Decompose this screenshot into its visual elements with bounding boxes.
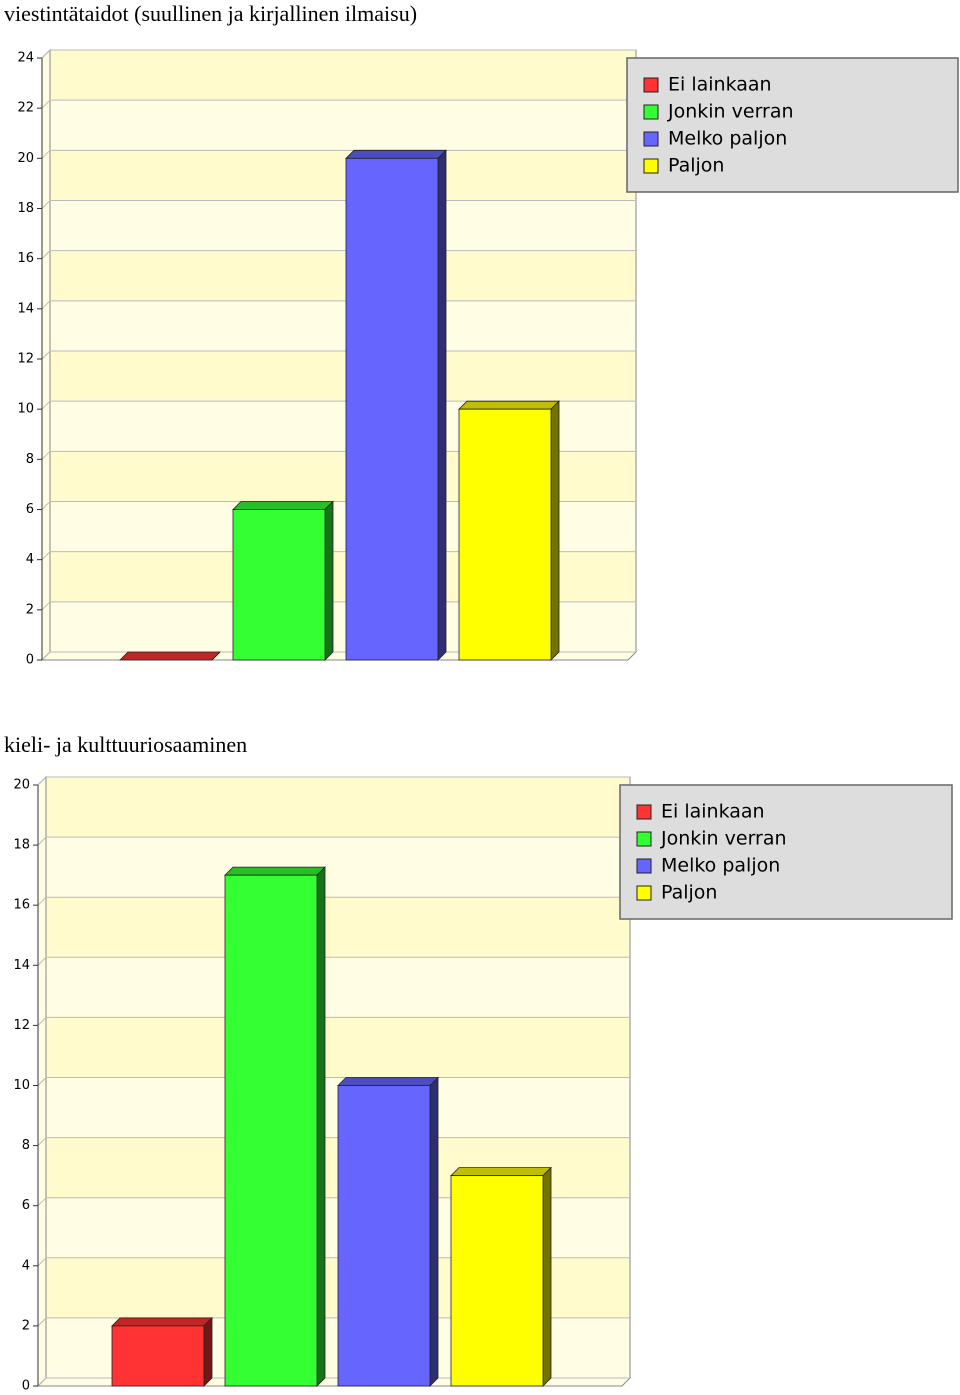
bar-side <box>203 1316 213 1387</box>
bar <box>450 1175 544 1387</box>
bar-top <box>119 651 221 661</box>
chart-title: kieli- ja kulttuuriosaaminen <box>4 732 247 757</box>
legend-swatch <box>636 885 652 901</box>
bar-side <box>542 1166 552 1387</box>
y-tick-label: 14 <box>13 958 30 973</box>
grid-line <box>37 896 630 906</box>
bar-side <box>550 400 560 661</box>
bar <box>232 509 326 661</box>
legend-swatch <box>643 131 659 147</box>
grid-line <box>41 49 636 59</box>
plot-band <box>50 250 636 301</box>
y-tick-label: 16 <box>17 251 34 266</box>
bar <box>458 408 552 661</box>
y-tick-label: 4 <box>26 552 34 567</box>
legend-label: Melko paljon <box>661 855 780 877</box>
bar-side <box>429 1076 439 1387</box>
grid-line <box>37 836 630 846</box>
y-tick-label: 10 <box>13 1078 30 1093</box>
y-tick-label: 2 <box>22 1318 30 1333</box>
y-tick-label: 0 <box>26 653 34 668</box>
plot-band <box>50 150 636 201</box>
grid-line <box>37 956 630 966</box>
legend-label: Paljon <box>661 882 717 904</box>
bar-top <box>232 501 334 510</box>
plot-band <box>46 837 630 898</box>
y-tick-label: 12 <box>13 1018 30 1033</box>
bar-top <box>337 1077 439 1086</box>
plot-band <box>50 100 636 151</box>
plot-band <box>46 897 630 958</box>
y-tick-label: 20 <box>13 778 30 793</box>
legend-label: Melko paljon <box>668 128 787 150</box>
legend-label: Jonkin verran <box>660 828 787 850</box>
bar <box>224 874 318 1387</box>
y-tick-label: 22 <box>17 101 34 116</box>
y-tick-label: 18 <box>13 838 30 853</box>
bar <box>111 1325 205 1387</box>
plot-band <box>46 957 630 1018</box>
bar-side <box>316 866 326 1387</box>
bar-top <box>458 400 560 410</box>
legend-label: Jonkin verran <box>667 101 794 123</box>
legend-box <box>619 784 953 920</box>
grid-line <box>37 1016 630 1026</box>
y-tick-label: 16 <box>13 898 30 913</box>
chart-title: viestintätaidot (suullinen ja kirjalline… <box>4 1 417 26</box>
plot-band <box>50 351 636 402</box>
y-tick-label: 10 <box>17 402 34 417</box>
legend-swatch <box>643 77 659 93</box>
y-tick-label: 12 <box>17 352 34 367</box>
plot-band <box>46 777 630 838</box>
legend-swatch <box>636 858 652 874</box>
bar <box>345 157 439 661</box>
legend-label: Ei lainkaan <box>661 801 765 823</box>
bar-top <box>111 1317 213 1327</box>
y-tick-label: 2 <box>26 602 34 617</box>
y-tick-label: 20 <box>17 151 34 166</box>
legend-swatch <box>643 158 659 174</box>
y-tick-label: 24 <box>17 51 34 66</box>
y-tick-label: 6 <box>26 502 34 517</box>
y-tick-label: 14 <box>17 301 34 316</box>
y-tick-label: 0 <box>22 1379 30 1394</box>
legend-swatch <box>636 804 652 820</box>
bar-top <box>450 1167 552 1177</box>
legend-label: Paljon <box>668 155 724 177</box>
plot-band <box>50 50 636 101</box>
y-tick-label: 6 <box>22 1198 30 1213</box>
legend-swatch <box>636 831 652 847</box>
plot-band <box>46 1017 630 1078</box>
bar-top <box>224 866 326 876</box>
plot-band <box>50 300 636 351</box>
grid-line <box>37 776 630 786</box>
legend-label: Ei lainkaan <box>668 74 772 96</box>
bar <box>337 1085 431 1387</box>
y-tick-label: 8 <box>26 452 34 467</box>
bar-top <box>345 149 447 159</box>
y-tick-label: 4 <box>22 1258 30 1273</box>
bar-side <box>211 651 221 661</box>
plot-band <box>50 200 636 251</box>
legend-box <box>626 57 959 193</box>
bar-side <box>437 149 447 661</box>
y-tick-label: 8 <box>22 1138 30 1153</box>
grid-line <box>41 99 636 109</box>
legend-swatch <box>643 104 659 120</box>
bar-side <box>324 500 334 661</box>
y-tick-label: 18 <box>17 201 34 216</box>
